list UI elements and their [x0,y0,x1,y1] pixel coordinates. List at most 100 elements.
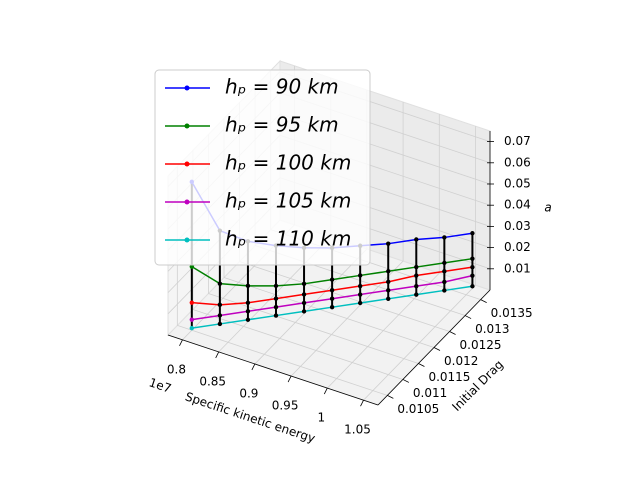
y-tick-label: 0.0135 [491,306,533,320]
x-offset-text: 1e7 [147,375,173,395]
tick-mark [449,331,456,335]
legend-text: hₚ = 90 km [225,75,339,99]
legend-marker [184,85,190,91]
point [273,296,279,301]
z-tick-label: 0.02 [504,240,531,254]
point [357,292,363,297]
tick-mark [464,315,472,319]
legend-marker [184,199,190,205]
point [329,277,335,282]
point [442,269,447,274]
point [470,264,475,270]
legend-text: hₚ = 105 km [225,189,351,213]
x-axis [167,334,379,406]
point [442,235,447,240]
x-tick-label: 0.95 [272,399,299,413]
legend-box [154,69,371,266]
tick-mark [323,387,328,395]
point [442,288,447,293]
z-tick-label: 0.06 [504,155,531,169]
z-tick-label: 0.05 [504,177,531,191]
legend-text: hₚ = 95 km [225,113,339,137]
tick-mark [251,363,256,371]
point [442,260,447,266]
y-tick-label: 0.013 [475,322,509,336]
point [386,279,391,285]
grid-line [177,325,388,396]
tick-mark [179,339,183,347]
tick-mark [360,399,364,407]
point [329,304,335,310]
z-tick-label: 0.07 [504,134,531,148]
point [414,273,419,278]
point [189,264,195,269]
point [245,309,251,314]
tick-mark [480,299,487,303]
point [357,273,363,278]
point [442,279,447,285]
point [414,283,419,289]
tick-mark [402,379,410,383]
z-tick-label: 0.03 [504,219,531,233]
z-tick-label: 0.01 [504,261,531,275]
y-tick-label: 0.011 [413,386,447,400]
legend-marker [184,123,190,129]
x-tick-label: 1 [317,411,325,425]
tick-mark [215,351,220,359]
y-tick-label: 0.0115 [428,370,470,384]
point [470,273,475,278]
y-axis [377,289,491,406]
point [470,256,475,261]
tick-mark [387,395,394,399]
legend-marker [184,237,190,243]
point [189,325,195,331]
point [217,281,223,286]
z-tick-label: 0.04 [504,198,531,212]
tick-mark [418,363,425,367]
point [301,300,307,306]
point [357,283,363,289]
x-tick-label: 0.85 [199,374,226,388]
point [414,292,419,297]
legend-marker [184,161,190,167]
point [470,231,475,236]
point [273,283,279,289]
z-axis-label: a [544,201,551,215]
point [189,300,195,305]
y-tick-label: 0.012 [444,354,478,368]
y-tick-label: 0.0105 [397,402,439,416]
point [301,292,307,297]
point [386,269,391,274]
point [273,304,279,310]
x-tick-label: 0.8 [167,362,186,376]
tick-mark [433,347,441,351]
legend: hₚ = 90 km hₚ = 95 km hₚ = 100 km hₚ = 105 … [154,69,371,266]
point [329,288,335,293]
grid-line [208,293,419,364]
point [273,313,279,318]
point [217,302,223,308]
point [386,241,391,246]
point [245,317,251,322]
point [217,313,223,318]
x-tick-label: 0.9 [239,386,258,400]
point [245,300,251,305]
point [414,264,419,270]
grid-line [223,277,435,348]
point [357,300,363,306]
legend-text: hₚ = 110 km [225,227,351,251]
point [386,288,391,293]
point [189,317,195,322]
x-tick-label: 1.05 [344,423,371,437]
point [245,283,251,289]
point [414,237,419,242]
point [386,296,391,302]
tick-mark [287,375,292,383]
point [217,321,223,327]
point [470,284,475,289]
legend-text: hₚ = 100 km [225,151,351,175]
point [301,309,307,314]
point [329,296,335,301]
grid-line [192,309,404,380]
